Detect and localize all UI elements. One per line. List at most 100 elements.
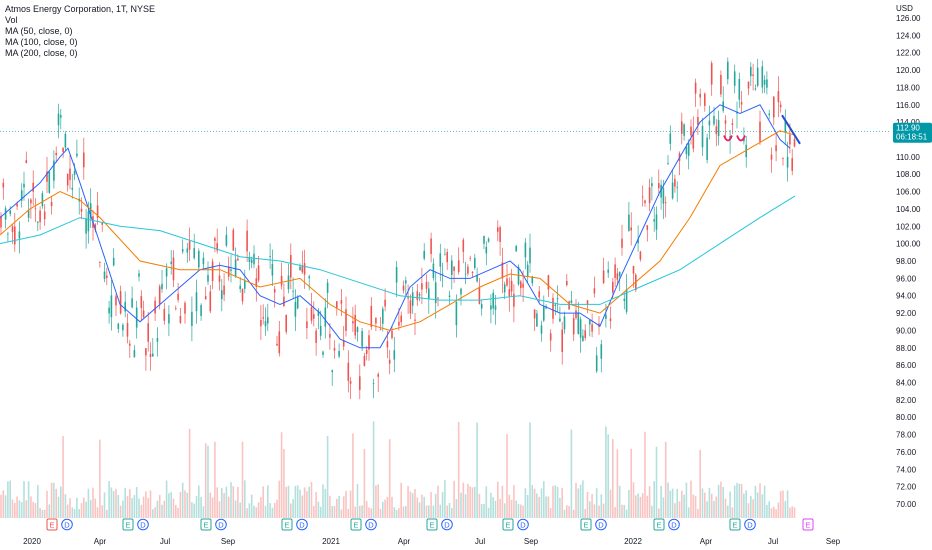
volume-bar xyxy=(651,505,653,518)
volume-bar xyxy=(326,435,329,518)
y-tick-label: 106.00 xyxy=(896,188,921,197)
dividend-marker[interactable]: D xyxy=(365,518,377,531)
earnings-marker[interactable]: E xyxy=(802,518,814,531)
dividend-marker[interactable]: D xyxy=(215,518,227,531)
earnings-marker[interactable]: E xyxy=(426,518,438,531)
y-tick-label: 84.00 xyxy=(896,379,917,388)
volume-bar xyxy=(577,488,580,518)
candle-body xyxy=(181,249,184,252)
earnings-marker[interactable]: E xyxy=(46,518,58,531)
candle-body xyxy=(101,222,103,225)
ma200-line[interactable] xyxy=(0,195,796,305)
earnings-marker[interactable]: E xyxy=(350,518,362,531)
earnings-marker[interactable]: E xyxy=(729,518,741,531)
candle-body xyxy=(561,329,563,353)
dividend-marker[interactable]: D xyxy=(441,518,453,531)
candle-body xyxy=(94,224,97,231)
volume-bar xyxy=(313,505,315,518)
volume-bar xyxy=(382,501,384,518)
candle-body xyxy=(319,325,322,336)
volume-bar xyxy=(370,508,373,518)
vol-label[interactable]: Vol xyxy=(5,15,18,25)
volume-bar xyxy=(322,484,324,518)
volume-bar xyxy=(112,491,115,518)
volume-bar xyxy=(253,505,255,518)
volume-bar xyxy=(444,480,446,518)
candle-body xyxy=(646,225,649,230)
dividend-marker[interactable]: D xyxy=(517,518,529,531)
dividend-marker[interactable]: D xyxy=(668,518,680,531)
candle-body xyxy=(99,262,101,263)
candle-body xyxy=(494,305,497,310)
x-tick-label: Jul xyxy=(475,537,485,546)
candle-body xyxy=(248,257,251,263)
ma100-line[interactable] xyxy=(0,130,796,331)
volume-bar xyxy=(538,496,540,518)
earnings-marker[interactable]: E xyxy=(200,518,212,531)
candle-body xyxy=(750,66,752,77)
candle-body xyxy=(230,269,232,271)
candle-body xyxy=(122,324,124,331)
dividend-marker[interactable]: D xyxy=(137,518,149,531)
candle-body xyxy=(232,229,235,251)
candle-body xyxy=(349,381,352,384)
candle-body xyxy=(278,331,281,354)
dividend-marker[interactable]: D xyxy=(744,518,756,531)
volume-bar xyxy=(706,501,708,518)
earnings-marker[interactable]: E xyxy=(122,518,134,531)
volume-bar xyxy=(299,489,301,518)
earnings-marker[interactable]: E xyxy=(502,518,514,531)
volume-bar xyxy=(271,507,274,518)
ma50-label[interactable]: MA (50, close, 0) xyxy=(5,26,73,36)
volume-bar xyxy=(791,506,793,518)
candle-body xyxy=(522,283,524,288)
dividend-marker[interactable]: D xyxy=(296,518,308,531)
volume-bar xyxy=(209,492,212,518)
candle-body xyxy=(129,343,131,346)
volume-bar xyxy=(595,488,598,518)
earnings-marker[interactable]: E xyxy=(281,518,293,531)
volume-bar xyxy=(766,505,768,518)
y-tick-label: 88.00 xyxy=(896,344,917,353)
volume-bar xyxy=(165,480,168,518)
volume-bar xyxy=(740,483,743,518)
volume-bar xyxy=(467,483,469,518)
svg-text:D: D xyxy=(598,521,604,530)
volume-bar xyxy=(43,509,46,518)
volume-bar xyxy=(584,509,586,518)
ma100-label[interactable]: MA (100, close, 0) xyxy=(5,37,78,47)
drawn-trendline[interactable] xyxy=(781,114,801,145)
candle-body xyxy=(756,67,759,86)
volume-bar xyxy=(747,503,750,518)
volume-bar xyxy=(669,490,672,518)
volume-bar xyxy=(478,493,481,518)
candle-body xyxy=(485,246,488,254)
volume-bar xyxy=(2,490,5,518)
price-badge-value: 112.90 xyxy=(896,124,920,133)
candle-body xyxy=(559,318,561,322)
y-tick-label: 76.00 xyxy=(896,448,917,457)
dividend-marker[interactable]: D xyxy=(61,518,73,531)
volume-bar xyxy=(409,491,412,518)
volume-bar xyxy=(106,509,108,518)
dividend-marker[interactable]: D xyxy=(595,518,607,531)
volume-bar xyxy=(715,496,718,518)
candle-body xyxy=(313,314,315,319)
volume-bar xyxy=(204,443,207,518)
candle-body xyxy=(674,179,676,187)
earnings-marker[interactable]: E xyxy=(580,518,592,531)
candle-body xyxy=(437,297,439,299)
candle-body xyxy=(526,264,529,277)
ma200-label[interactable]: MA (200, close, 0) xyxy=(5,48,78,58)
candle-body xyxy=(405,280,407,284)
candle-body xyxy=(244,281,246,289)
volume-bar xyxy=(103,492,106,518)
candle-body xyxy=(609,318,612,322)
volume-bar xyxy=(676,488,678,518)
volume-bar xyxy=(464,494,467,518)
symbol-title[interactable]: Atmos Energy Corporation, 1T, NYSE xyxy=(5,4,156,14)
earnings-marker[interactable]: E xyxy=(653,518,665,531)
candle-body xyxy=(191,311,193,326)
